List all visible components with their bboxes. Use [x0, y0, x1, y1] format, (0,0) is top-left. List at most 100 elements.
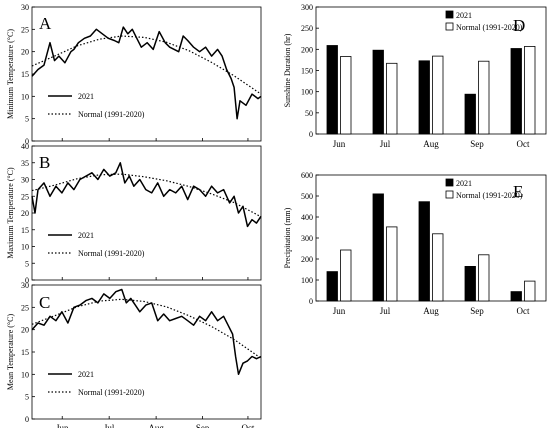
bar-2021 — [510, 291, 522, 302]
y-tick-label: 0 — [25, 415, 29, 424]
x-tick-label: Sep — [470, 139, 484, 149]
bar-normal — [386, 62, 398, 135]
chart-panel-d: 0 50 100 150 200 250 300 Sunshine Duration (hr)… — [283, 3, 547, 149]
legend-label-2021: 2021 — [456, 179, 472, 188]
panel-label: A — [39, 14, 52, 33]
bar-normal — [432, 233, 444, 302]
legend-label-normal: Normal (1991-2020) — [456, 23, 523, 32]
chart-panel-c: 0 5 10 15 20 25 30 Mean Temperature (°C) C Jun Jul… — [6, 281, 262, 428]
bar-normal — [386, 226, 398, 302]
series-line-normal — [31, 173, 262, 218]
legend-label-normal: Normal (1991-2020) — [78, 388, 145, 397]
panel-label: D — [513, 16, 525, 35]
bar-2021 — [510, 48, 522, 135]
chart-panel-e: 0 100 200 300 400 500 600 Precipitation (mm) E Ju… — [283, 171, 547, 316]
x-tick-label: Jun — [333, 306, 346, 316]
y-tick-label: 300 — [301, 234, 313, 243]
y-axis-label: Sunshine Duration (hr) — [283, 33, 292, 107]
x-tick-label: Oct — [517, 306, 530, 316]
bar-normal — [340, 249, 352, 302]
y-axis-label: Maximum Temperature (°C) — [6, 167, 15, 259]
bar-2021 — [464, 93, 476, 135]
x-tick-label: Aug — [423, 139, 439, 149]
y-tick-label: 10 — [21, 370, 29, 379]
bar-2021 — [464, 265, 476, 302]
legend-swatch-normal — [445, 190, 454, 199]
legend-label-2021: 2021 — [78, 92, 94, 101]
y-tick-label: 0 — [25, 137, 29, 146]
bar-normal — [478, 60, 490, 135]
legend-label-normal: Normal (1991-2020) — [78, 110, 145, 119]
chart-panel-b: 0 5 10 15 20 25 30 35 40 Maximum Temperature (°C)… — [6, 142, 262, 285]
y-tick-label: 150 — [301, 67, 313, 76]
x-tick-label: Sep — [470, 306, 484, 316]
y-axis-label: Mean Temperature (°C) — [6, 314, 15, 391]
legend-label-normal: Normal (1991-2020) — [78, 249, 145, 258]
y-tick-label: 200 — [301, 255, 313, 264]
series-line-normal — [31, 35, 262, 95]
y-tick-label: 30 — [21, 3, 29, 12]
y-tick-label: 0 — [309, 297, 313, 306]
y-tick-label: 10 — [21, 243, 29, 252]
y-tick-label: 0 — [25, 276, 29, 285]
y-tick-label: 35 — [21, 159, 29, 168]
y-tick-label: 5 — [25, 115, 29, 124]
bar-normal — [524, 46, 536, 135]
y-tick-label: 500 — [301, 192, 313, 201]
x-tick-label: Oct — [517, 139, 530, 149]
bar-2021 — [372, 193, 384, 302]
y-tick-label: 20 — [21, 48, 29, 57]
y-tick-label: 400 — [301, 213, 313, 222]
y-tick-label: 300 — [301, 3, 313, 12]
bar-normal — [524, 280, 536, 302]
series-line-normal — [31, 298, 262, 359]
plot-frame — [31, 6, 262, 142]
y-tick-label: 50 — [305, 109, 313, 118]
y-tick-label: 30 — [21, 281, 29, 290]
bar-2021 — [326, 45, 338, 135]
panel-label: E — [513, 182, 523, 201]
bar-2021 — [418, 201, 430, 302]
legend-label-2021: 2021 — [78, 231, 94, 240]
y-tick-label: 25 — [21, 303, 29, 312]
chart-panel-a: 0 5 10 15 20 25 30 Minimum Temperature (°C) A 202… — [6, 3, 262, 146]
y-tick-label: 30 — [21, 176, 29, 185]
y-tick-label: 250 — [301, 24, 313, 33]
y-tick-label: 0 — [309, 130, 313, 139]
y-tick-label: 10 — [21, 92, 29, 101]
y-axis-label: Minimum Temperature (°C) — [6, 29, 15, 119]
x-tick-label: Jul — [380, 306, 391, 316]
y-tick-label: 15 — [21, 348, 29, 357]
panel-label: C — [39, 293, 50, 312]
legend-label-2021: 2021 — [78, 370, 94, 379]
bar-2021 — [372, 49, 384, 135]
y-tick-label: 600 — [301, 171, 313, 180]
series-line-2021 — [31, 162, 262, 228]
y-tick-label: 5 — [25, 259, 29, 268]
y-tick-label: 100 — [301, 276, 313, 285]
x-tick-label: Jul — [380, 139, 391, 149]
x-tick-label: Aug — [148, 423, 164, 428]
x-tick-label: Jul — [104, 423, 115, 428]
x-tick-label: Aug — [423, 306, 439, 316]
y-tick-label: 25 — [21, 192, 29, 201]
x-tick-label: Jun — [333, 139, 346, 149]
bar-2021 — [326, 271, 338, 302]
bar-normal — [478, 254, 490, 302]
y-tick-label: 200 — [301, 45, 313, 54]
y-tick-label: 15 — [21, 226, 29, 235]
legend-swatch-2021 — [445, 10, 454, 19]
y-tick-label: 20 — [21, 326, 29, 335]
x-tick-label: Sep — [196, 423, 210, 428]
bar-normal — [340, 56, 352, 135]
legend-swatch-normal — [445, 22, 454, 31]
y-tick-label: 15 — [21, 70, 29, 79]
series-line-2021 — [31, 288, 262, 376]
y-tick-label: 40 — [21, 142, 29, 151]
y-axis-label: Precipitation (mm) — [283, 207, 292, 268]
bar-2021 — [418, 60, 430, 135]
x-tick-label: Jun — [56, 423, 69, 428]
legend-label-normal: Normal (1991-2020) — [456, 191, 523, 200]
y-tick-label: 100 — [301, 88, 313, 97]
